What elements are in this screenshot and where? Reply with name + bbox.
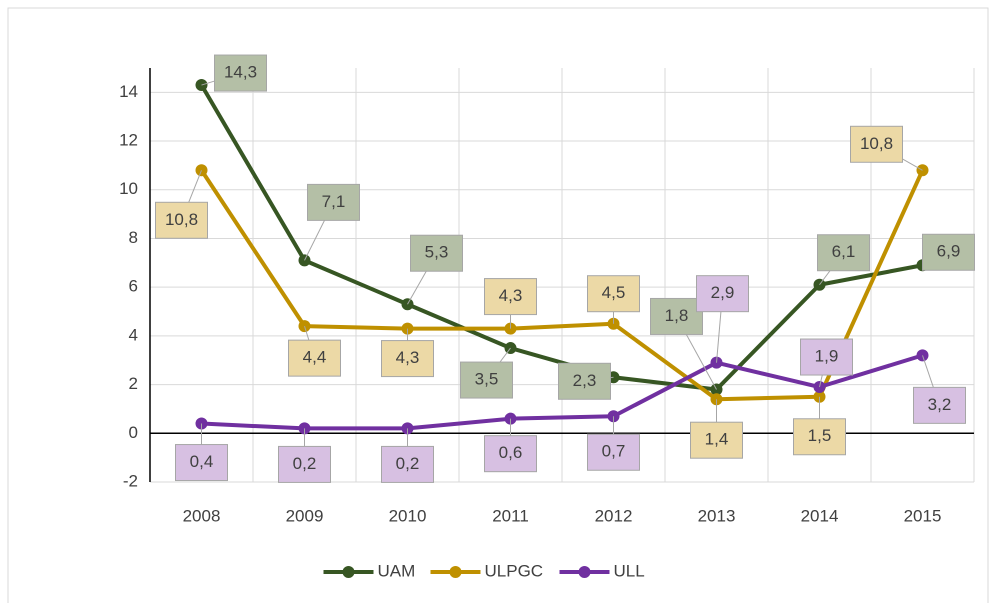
series-line [199, 84, 923, 392]
legend-marker [449, 566, 462, 578]
series-line [199, 169, 925, 402]
label-box [175, 444, 228, 482]
data-label: 6,9 [937, 242, 961, 261]
label-box [587, 433, 640, 471]
legend-marker [578, 566, 591, 578]
label-box [690, 421, 743, 459]
label-box [587, 275, 640, 313]
label-box [155, 201, 208, 239]
label-box [793, 418, 846, 456]
y-tick-label: -2 [123, 471, 138, 490]
y-tick-label: 14 [119, 82, 138, 101]
data-label: 5,3 [425, 243, 449, 262]
legend-marker [342, 566, 355, 578]
data-label: 0,4 [190, 452, 214, 471]
label-box [558, 362, 611, 400]
data-label: 4,3 [396, 348, 420, 367]
label-box [913, 386, 966, 424]
label-box [484, 435, 537, 473]
x-tick-label: 2008 [183, 506, 221, 525]
data-label: 10,8 [860, 134, 893, 153]
label-box [922, 233, 975, 271]
label-box [850, 125, 903, 163]
y-tick-label: 6 [129, 277, 138, 296]
data-label: 10,8 [165, 210, 198, 229]
data-label: 14,3 [224, 63, 257, 82]
data-label: 3,2 [928, 395, 952, 414]
y-tick-label: 8 [129, 228, 138, 247]
x-tick-label: 2012 [595, 506, 633, 525]
x-tick-label: 2009 [286, 506, 324, 525]
x-tick-label: 2010 [389, 506, 427, 525]
label-box [410, 234, 463, 272]
y-tick-label: 2 [129, 374, 138, 393]
x-tick-label: 2011 [492, 506, 529, 525]
y-tick-label: 4 [129, 325, 138, 344]
label-box [696, 275, 749, 313]
data-label: 2,9 [711, 283, 735, 302]
series-line [201, 353, 924, 431]
label-box [484, 278, 537, 316]
y-tick-label: 0 [129, 423, 138, 442]
data-label: 6,1 [832, 242, 856, 261]
legend-label: ULL [614, 561, 645, 580]
label-box [800, 338, 853, 376]
data-label: 2,3 [573, 371, 597, 390]
label-box [278, 445, 331, 483]
label-box [460, 361, 513, 399]
data-label: 1,9 [815, 347, 839, 366]
y-tick-label: 10 [119, 179, 138, 198]
y-tick-label: 12 [119, 131, 138, 150]
x-tick-label: 2013 [698, 506, 736, 525]
data-label: 3,5 [475, 370, 499, 389]
label-box [650, 297, 703, 335]
label-box [381, 340, 434, 378]
label-box [381, 445, 434, 483]
data-label: 0,2 [396, 454, 420, 473]
data-label: 7,1 [322, 192, 346, 211]
legend-label: UAM [378, 561, 416, 580]
data-label: 0,6 [499, 443, 523, 462]
data-label: 1,4 [705, 430, 729, 449]
label-box [288, 339, 341, 377]
data-label: 0,7 [602, 442, 626, 461]
legend-label: ULPGC [485, 561, 544, 580]
data-label: 0,2 [293, 454, 317, 473]
label-box [817, 234, 870, 272]
label-box [214, 54, 267, 92]
x-tick-label: 2015 [904, 506, 942, 525]
data-label: 1,5 [808, 426, 832, 445]
label-box [307, 183, 360, 221]
data-label: 4,4 [303, 348, 327, 367]
data-label: 1,8 [665, 306, 689, 325]
x-tick-label: 2014 [801, 506, 839, 525]
data-label: 4,3 [499, 286, 523, 305]
data-label: 4,5 [602, 283, 626, 302]
